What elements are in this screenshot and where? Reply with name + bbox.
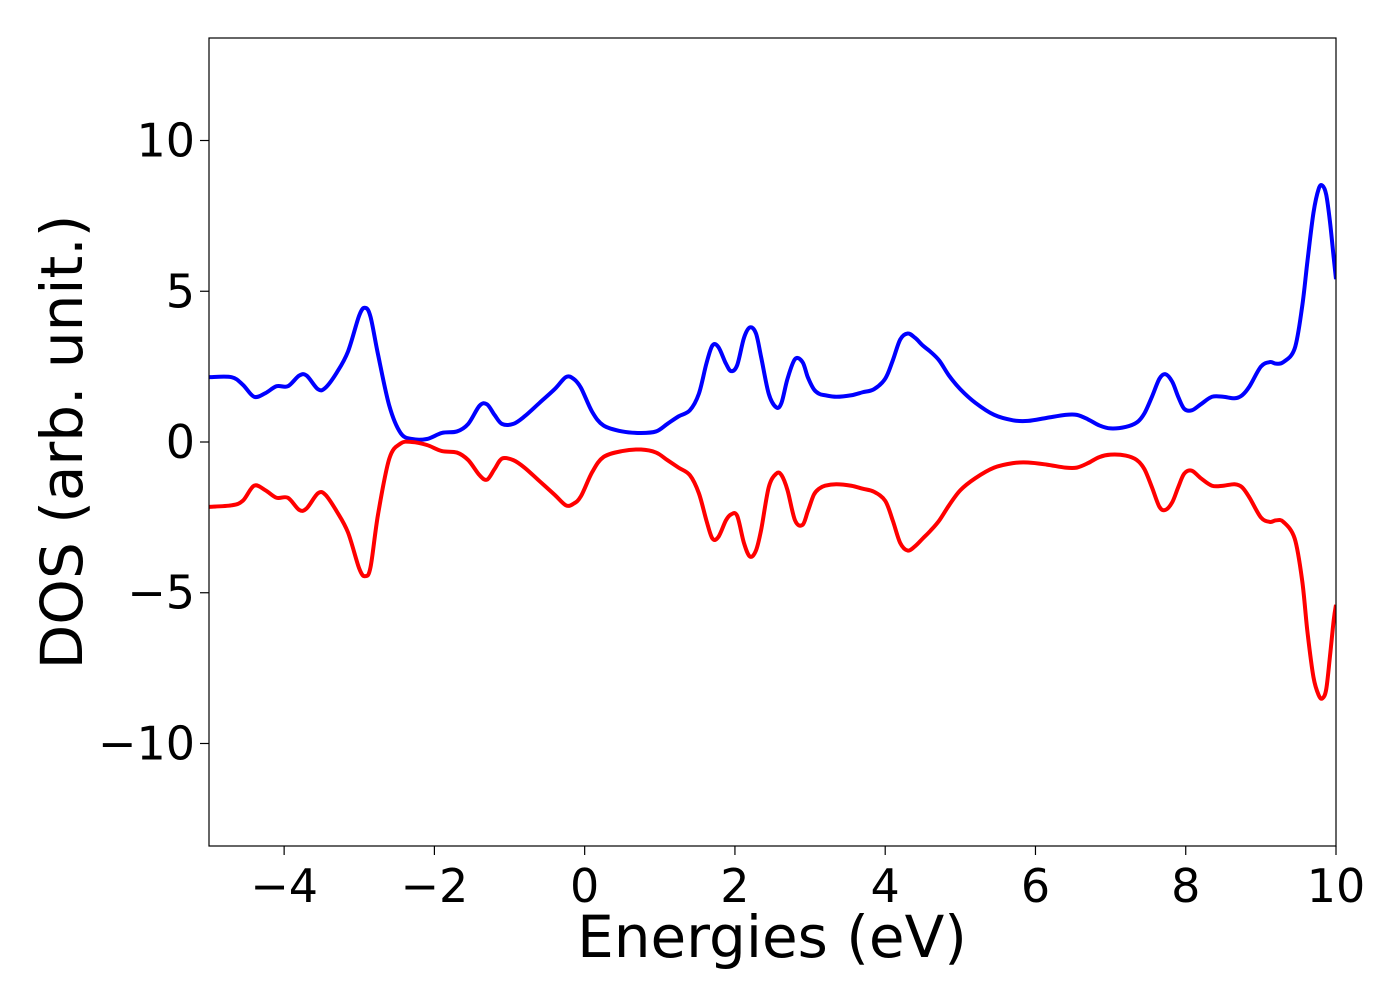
x-tick-label: 10: [1307, 859, 1366, 913]
y-tick-label: 5: [166, 264, 195, 318]
series-line-red: [209, 439, 1336, 701]
series-layer: [209, 183, 1336, 701]
y-tick-label: −5: [127, 566, 195, 620]
y-tick-label: −10: [98, 716, 195, 770]
x-tick-label: 8: [1171, 859, 1200, 913]
y-axis-title: DOS (arb. unit.): [28, 215, 96, 670]
x-tick-label: 0: [570, 859, 599, 913]
x-tick-label: 2: [720, 859, 749, 913]
x-axis-title: Energies (eV): [577, 903, 967, 971]
plot-frame: [208, 37, 1337, 847]
x-tick-label: −4: [250, 859, 318, 913]
x-axis: −4 −2 0 2 4 6 8 10: [250, 846, 1365, 913]
x-tick-label: −2: [400, 859, 468, 913]
y-axis: −10 −5 0 5 10: [98, 114, 209, 770]
x-tick-label: 4: [871, 859, 900, 913]
y-tick-label: 0: [166, 415, 195, 469]
y-tick-label: 10: [136, 114, 195, 168]
x-tick-label: 6: [1021, 859, 1050, 913]
series-line-blue: [209, 183, 1336, 442]
